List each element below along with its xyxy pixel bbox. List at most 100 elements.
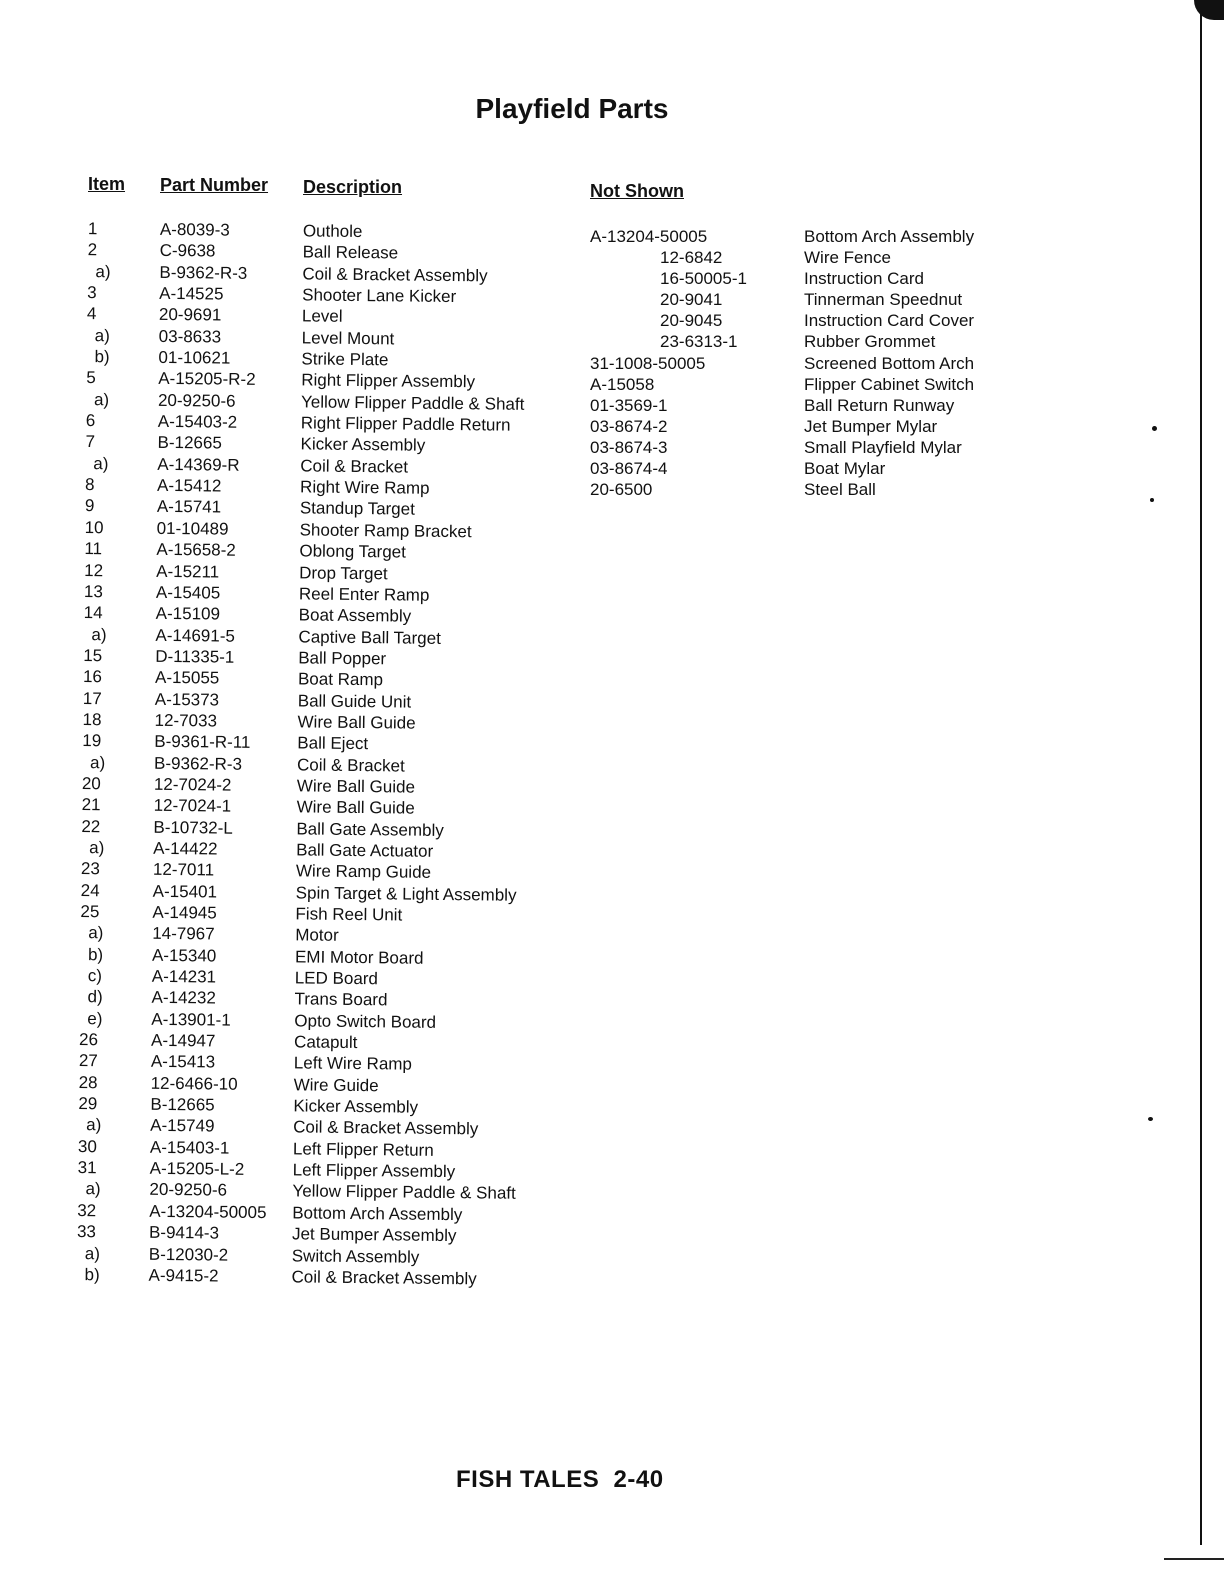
part-description: Ball Release — [302, 242, 399, 263]
part-description: Ball Popper — [298, 648, 387, 669]
item-number: 6 — [85, 411, 96, 431]
part-description: LED Board — [294, 968, 379, 989]
item-number: 31 — [77, 1158, 97, 1178]
item-number: 2 — [87, 240, 98, 260]
part-number: A-14945 — [152, 902, 217, 923]
item-number: 15 — [83, 645, 103, 666]
part-number: A-15403-1 — [149, 1137, 230, 1158]
item-number: 33 — [76, 1222, 97, 1242]
part-number: A-14525 — [159, 283, 224, 304]
item-number: 3 — [87, 283, 97, 303]
part-number: B-10732-L — [153, 817, 233, 838]
part-description: Kicker Assembly — [293, 1096, 419, 1117]
part-description: EMI Motor Board — [294, 947, 424, 968]
page-edge — [1200, 0, 1224, 1545]
part-number: B-9362-R-3 — [154, 753, 243, 774]
item-number: a) — [93, 389, 110, 410]
item-number: 18 — [82, 709, 102, 730]
item-number: 14 — [83, 603, 103, 623]
part-number: 01-10489 — [156, 518, 229, 539]
part-number: A-15412 — [157, 475, 222, 496]
item-number: 24 — [80, 880, 100, 900]
part-description: Fish Reel Unit — [295, 904, 403, 925]
punch-mark — [1148, 1117, 1153, 1121]
part-description: Motor — [295, 925, 339, 946]
item-number: a) — [88, 923, 104, 943]
part-number: A-14691-5 — [155, 625, 235, 646]
item-number: 32 — [77, 1200, 97, 1221]
header-not-shown: Not Shown — [590, 181, 684, 201]
part-number: 12-7024-2 — [153, 774, 232, 795]
item-number: 22 — [81, 816, 101, 836]
part-number: A-15055 — [154, 668, 220, 688]
part-description: Wire Guide — [293, 1075, 379, 1096]
part-description: Ball Return Runway — [804, 395, 955, 415]
part-description: Left Flipper Assembly — [292, 1160, 456, 1182]
item-number: b) — [94, 347, 110, 367]
item-number: 26 — [79, 1030, 99, 1050]
part-number: A-13901-1 — [151, 1009, 231, 1030]
part-number: 01-10621 — [158, 347, 231, 368]
part-description: Boat Mylar — [804, 459, 886, 479]
item-number: 28 — [78, 1072, 98, 1092]
part-number: A-15749 — [150, 1116, 215, 1136]
part-number: 20-9691 — [158, 305, 222, 325]
part-description: Ball Guide Unit — [297, 690, 412, 712]
part-description: Kicker Assembly — [300, 434, 426, 456]
part-number: A-9415-2 — [148, 1265, 219, 1286]
item-number: 19 — [82, 731, 102, 751]
part-number: B-9414-3 — [148, 1222, 220, 1243]
part-description: Wire Fence — [804, 248, 891, 268]
item-number: 21 — [81, 795, 101, 815]
part-number: 20-9041 — [660, 290, 723, 310]
item-number: b) — [87, 944, 104, 964]
parts-table: 1 A-8039-3 Outhole 2 C-9638 Ball Release a) B-9… — [70, 218, 525, 1288]
part-description: Yellow Flipper Paddle & Shaft — [300, 392, 525, 414]
part-number: 12-7024-1 — [153, 796, 232, 816]
part-number: 12-7011 — [152, 860, 215, 880]
part-number: 03-8674-2 — [590, 416, 668, 436]
part-description: Rubber Grommet — [804, 332, 936, 352]
part-number: 03-8674-4 — [590, 459, 668, 479]
part-description: Switch Assembly — [291, 1245, 420, 1267]
item-number: 10 — [84, 517, 104, 538]
item-number: a) — [91, 624, 107, 644]
part-number: D-11335-1 — [155, 646, 235, 667]
part-number: B-12665 — [150, 1094, 215, 1115]
part-description: Left Wire Ramp — [293, 1053, 413, 1075]
part-number: 23-6313-1 — [660, 332, 738, 352]
item-number: 27 — [78, 1051, 98, 1071]
part-number: A-15109 — [155, 604, 221, 624]
item-number: 16 — [82, 667, 103, 687]
part-description: Coil & Bracket — [300, 456, 409, 477]
part-number: A-15205-R-2 — [158, 369, 256, 390]
item-number: 20 — [81, 773, 101, 794]
punch-mark — [1152, 426, 1157, 431]
part-number: 16-50005-1 — [660, 269, 747, 289]
scan-mark — [1164, 1558, 1224, 1560]
item-number: a) — [90, 752, 106, 772]
item-number: c) — [87, 966, 103, 986]
part-description: Shooter Lane Kicker — [302, 285, 457, 307]
part-number: 31-1008-50005 — [590, 353, 706, 373]
part-number: A-15058 — [590, 374, 655, 394]
part-description: Screened Bottom Arch — [804, 353, 975, 373]
part-number: 20-6500 — [590, 480, 653, 500]
part-description: Standup Target — [299, 498, 415, 520]
page-footer: FISH TALES 2-40 — [456, 1466, 664, 1493]
part-description: Right Flipper Paddle Return — [300, 413, 511, 435]
item-number: e) — [87, 1008, 103, 1028]
header-item: Item — [88, 174, 126, 194]
part-description: Small Playfield Mylar — [804, 437, 962, 457]
part-number: A-14232 — [151, 988, 216, 1008]
part-number: A-14947 — [151, 1030, 216, 1051]
header-description: Description — [303, 177, 403, 197]
part-description: Level — [301, 306, 343, 327]
part-description: Shooter Ramp Bracket — [299, 520, 472, 542]
item-number: 13 — [83, 581, 103, 602]
part-description: Opto Switch Board — [294, 1011, 437, 1032]
part-number: 12-7033 — [154, 710, 218, 731]
item-number: 9 — [84, 496, 95, 516]
item-number: 23 — [80, 859, 100, 879]
part-description: Level Mount — [301, 328, 395, 349]
